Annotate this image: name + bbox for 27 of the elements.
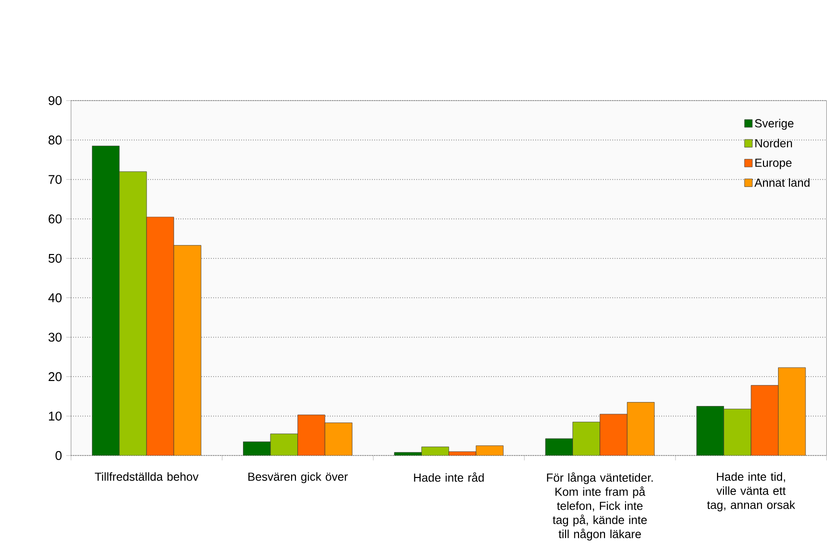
bar bbox=[778, 367, 806, 456]
bar bbox=[626, 402, 655, 456]
x-tick-label: Hade inte råd bbox=[414, 472, 484, 482]
legend-label: Norden bbox=[755, 138, 792, 148]
y-tick-label: 0 bbox=[56, 450, 62, 460]
bar bbox=[750, 384, 778, 456]
legend-label: Annat land bbox=[754, 178, 810, 187]
bar bbox=[174, 244, 202, 456]
y-tick-label: 50 bbox=[48, 254, 62, 263]
y-tick-label: 90 bbox=[48, 96, 62, 105]
x-tick-label: Hade inte tid, ville vänta ett tag, annan orsak bbox=[707, 472, 796, 512]
legend-label: Sverige bbox=[754, 118, 794, 130]
y-tick-label: 30 bbox=[48, 332, 62, 342]
x-tick-label: Tillfredställda behov bbox=[94, 472, 199, 481]
bar bbox=[324, 422, 352, 456]
x-tick-label: Besvären gick över bbox=[248, 472, 348, 483]
bar bbox=[600, 414, 628, 456]
bar bbox=[298, 414, 326, 456]
bar bbox=[146, 216, 174, 456]
y-tick-label: 40 bbox=[48, 293, 62, 302]
x-tick-label: För långa väntetider. Kom inte fram på telefon, Fick inte tag på, kände inte till någon läkare bbox=[547, 472, 653, 540]
y-tick-label: 70 bbox=[48, 174, 62, 184]
y-tick-label: 10 bbox=[48, 411, 62, 420]
y-tick-label: 80 bbox=[48, 135, 62, 144]
y-tick-label: 60 bbox=[48, 214, 62, 224]
y-tick-label: 20 bbox=[48, 372, 62, 381]
legend-label: Europe bbox=[755, 158, 792, 169]
